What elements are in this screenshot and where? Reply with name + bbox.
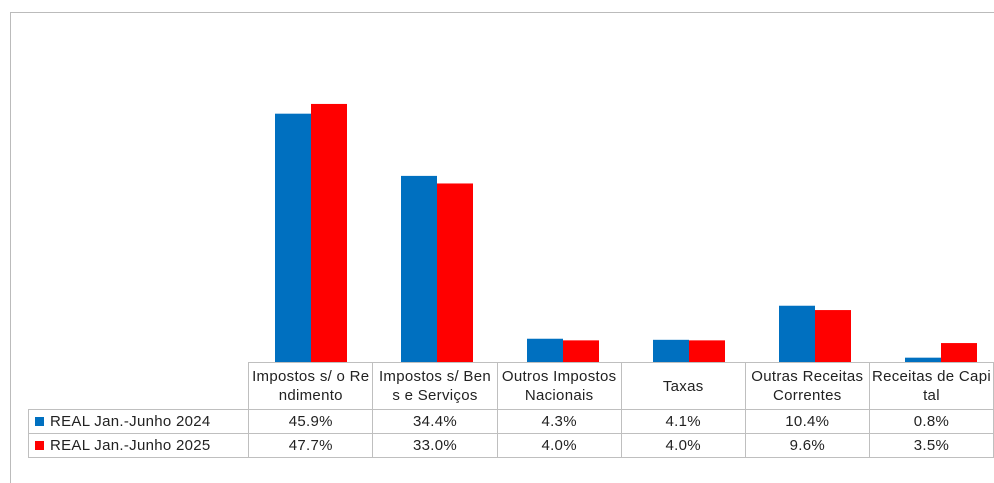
- bar: [401, 175, 437, 362]
- bar: [815, 310, 851, 362]
- category-label: Impostos s/ o Rendimento: [248, 362, 374, 410]
- bar: [779, 305, 815, 362]
- value-label: 47.7%: [248, 433, 374, 458]
- data-table: Impostos s/ o Rendimento Impostos s/ Bens…: [27, 362, 994, 458]
- bar: [653, 339, 689, 362]
- value-label: 0.8%: [868, 409, 994, 434]
- bar: [437, 183, 473, 362]
- category-label: Receitas de Capital: [868, 362, 994, 410]
- legend-swatch: [35, 441, 44, 450]
- value-label: 34.4%: [372, 409, 498, 434]
- legend-label: REAL Jan.-Junho 2024: [50, 413, 211, 430]
- bar: [527, 338, 563, 362]
- value-label: 4.1%: [620, 409, 746, 434]
- series-row: REAL Jan.-Junho 2024 45.9% 34.4% 4.3% 4.1% 10…: [27, 409, 994, 434]
- value-label: 4.3%: [496, 409, 622, 434]
- value-label: 45.9%: [248, 409, 374, 434]
- bar: [905, 357, 941, 362]
- legend-swatch: [35, 417, 44, 426]
- bar: [311, 103, 347, 363]
- value-label: 3.5%: [868, 433, 994, 458]
- blank-cell: [28, 362, 250, 410]
- chart-frame: [10, 12, 994, 483]
- category-label: Taxas: [620, 362, 746, 410]
- legend-entry: REAL Jan.-Junho 2025: [27, 433, 250, 458]
- value-label: 33.0%: [372, 433, 498, 458]
- value-label: 4.0%: [496, 433, 622, 458]
- header-row: Impostos s/ o Rendimento Impostos s/ Bens…: [28, 362, 994, 410]
- value-label: 4.0%: [620, 433, 746, 458]
- category-label: Outros Impostos Nacionais: [496, 362, 622, 410]
- legend-entry: REAL Jan.-Junho 2024: [27, 409, 250, 434]
- bar: [689, 340, 725, 362]
- bar: [563, 340, 599, 362]
- category-label: Impostos s/ Bens e Serviços: [372, 362, 498, 410]
- legend-label: REAL Jan.-Junho 2025: [50, 437, 211, 454]
- bar: [275, 113, 311, 362]
- value-label: 9.6%: [744, 433, 870, 458]
- value-label: 10.4%: [744, 409, 870, 434]
- series-row: REAL Jan.-Junho 2025 47.7% 33.0% 4.0% 4.0% 9.…: [27, 433, 994, 458]
- category-label: Outras Receitas Correntes: [744, 362, 870, 410]
- bar: [941, 343, 977, 362]
